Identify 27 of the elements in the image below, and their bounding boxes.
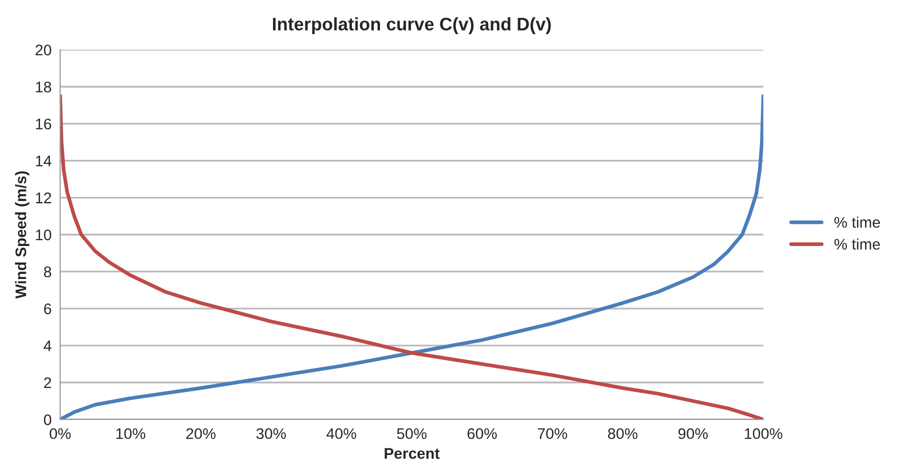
- y-tick-label: 18: [36, 82, 52, 92]
- y-tick-label: 8: [44, 266, 52, 278]
- y-tick-label: 4: [44, 340, 52, 352]
- y-tick-label: 16: [36, 118, 52, 130]
- x-tick-label: 0%: [50, 428, 71, 440]
- x-tick-label: 10%: [116, 428, 146, 440]
- x-tick-label: 40%: [326, 428, 356, 440]
- legend-label: % time: [834, 238, 880, 250]
- y-tick-label: 10: [36, 230, 52, 240]
- x-tick-label: 60%: [468, 428, 497, 440]
- x-tick-label: 100%: [744, 428, 782, 440]
- y-axis-title: Wind Speed (m/s): [15, 171, 30, 299]
- chart-title: Interpolation curve C(v) and D(v): [273, 17, 551, 34]
- x-tick-label: 30%: [256, 428, 286, 440]
- x-tick-label: 80%: [608, 428, 638, 440]
- x-tick-label: 90%: [678, 428, 708, 440]
- y-tick-label: 0: [44, 414, 52, 426]
- y-tick-label: 12: [36, 192, 52, 204]
- x-tick-label: 70%: [538, 428, 568, 440]
- y-tick-label: 2: [44, 377, 52, 388]
- y-tick-label: 14: [36, 156, 52, 166]
- legend-label: % time: [834, 216, 880, 228]
- x-tick-label: 20%: [186, 428, 216, 440]
- y-tick-label: 20: [36, 44, 52, 56]
- y-tick-label: 6: [44, 303, 52, 314]
- x-axis-title: Percent: [384, 448, 440, 459]
- x-tick-label: 50%: [397, 428, 426, 440]
